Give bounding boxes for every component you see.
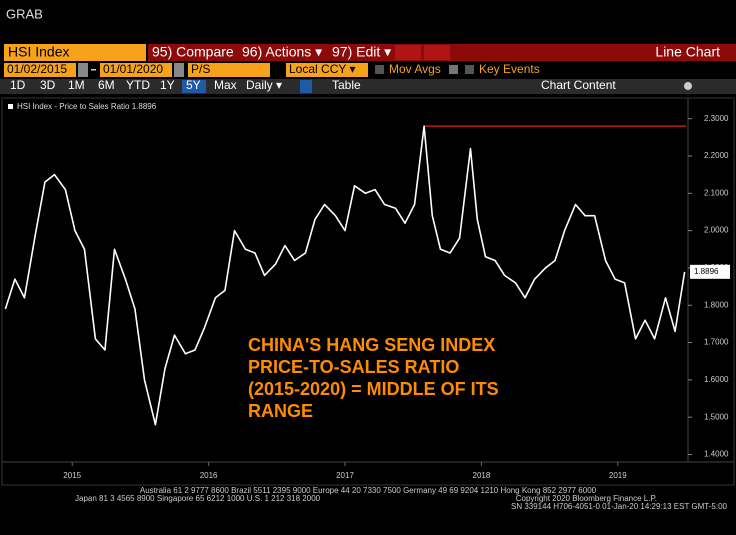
edit-button[interactable]: 97) Edit ▾ <box>332 44 391 60</box>
compare-button[interactable]: 95) Compare <box>152 44 234 60</box>
annotation: PRICE-TO-SALES RATIO <box>248 357 459 377</box>
y-tick-label: 1.8000 <box>704 300 729 309</box>
annotation: (2015-2020) = MIDDLE OF ITS <box>248 379 499 399</box>
y-tick-label: 1.6000 <box>704 375 729 384</box>
calendar-icon[interactable] <box>78 63 88 77</box>
legend-value: 1.8896 <box>132 102 157 111</box>
y-tick-label: 2.3000 <box>704 114 729 123</box>
checkbox[interactable] <box>375 65 384 74</box>
annotation: CHINA'S HANG SENG INDEX <box>248 335 495 355</box>
plot: 1.40001.50001.60001.70001.80001.90002.00… <box>4 114 730 480</box>
x-tick-label: 2019 <box>609 471 627 480</box>
key-events[interactable]: Key Events <box>479 62 540 76</box>
chart-frame <box>1 97 735 486</box>
range-button[interactable]: 6M <box>98 78 115 92</box>
y-tick-label: 1.5000 <box>704 412 729 421</box>
y-tick-label: 1.4000 <box>704 450 729 459</box>
app-name: GRAB <box>6 6 43 21</box>
footer-line: Copyright 2020 Bloomberg Finance L.P. <box>516 494 657 503</box>
settings-icon[interactable] <box>684 82 692 90</box>
mov-avgs[interactable]: Mov Avgs <box>389 62 441 76</box>
security[interactable]: HSI Index <box>8 44 69 60</box>
footer-line: Japan 81 3 4565 8900 Singapore 65 6212 1… <box>75 494 321 503</box>
range-button[interactable]: Max <box>214 78 237 92</box>
x-tick-label: 2017 <box>336 471 354 480</box>
pencil-icon[interactable] <box>449 65 458 74</box>
chart-kind: Line Chart <box>655 44 720 60</box>
field[interactable]: P/S <box>191 62 210 76</box>
currency-input[interactable] <box>286 63 368 77</box>
y-tick-label: 2.1000 <box>704 188 729 197</box>
y-tick-label: 2.0000 <box>704 226 729 235</box>
range-button[interactable]: 5Y <box>186 78 201 92</box>
start-date-field[interactable] <box>4 63 76 77</box>
y-tick-label: 1.7000 <box>704 338 729 347</box>
legend-swatch <box>8 104 13 109</box>
annotation: RANGE <box>248 401 313 421</box>
chart-content-button[interactable]: Chart Content <box>541 78 616 92</box>
series-line <box>4 125 686 426</box>
start-date[interactable]: 01/02/2015 <box>7 62 67 76</box>
y-tick-label: 2.2000 <box>704 151 729 160</box>
calendar-icon[interactable] <box>174 63 184 77</box>
end-date-field[interactable] <box>100 63 172 77</box>
footer-line: Australia 61 2 9777 8600 Brazil 5511 239… <box>140 486 597 495</box>
end-date[interactable]: 01/01/2020 <box>103 62 163 76</box>
legend-label: HSI Index - Price to Sales Ratio <box>17 102 130 111</box>
table-button[interactable]: Table <box>332 78 361 92</box>
field-input[interactable] <box>188 63 270 77</box>
legend: HSI Index - Price to Sales Ratio 1.8896 <box>17 102 157 111</box>
range-button[interactable]: YTD <box>126 78 150 92</box>
checkbox[interactable] <box>465 65 474 74</box>
currency[interactable]: Local CCY ▾ <box>289 62 356 76</box>
range-button[interactable]: Daily ▾ <box>246 78 282 92</box>
x-tick-label: 2015 <box>63 471 81 480</box>
ranges: 1D 3D 1M 6M YTD 1Y 5Y Max Daily ▾ <box>10 78 282 93</box>
chart-icon[interactable] <box>300 80 312 93</box>
range-button[interactable]: 3D <box>40 78 56 92</box>
x-tick-label: 2016 <box>200 471 218 480</box>
security-field[interactable] <box>4 44 146 61</box>
range-button[interactable]: 1M <box>68 78 85 92</box>
dislike-button[interactable] <box>424 45 450 60</box>
last-value-tag <box>690 264 730 279</box>
range-button[interactable]: 1D <box>10 78 26 92</box>
actions-button[interactable]: 96) Actions ▾ <box>242 44 322 60</box>
range-selected <box>182 80 206 93</box>
dash <box>91 69 96 71</box>
footer-line: SN 339144 H706-4051-0 01-Jan-20 14:29:13… <box>511 502 728 511</box>
range-button[interactable]: 1Y <box>160 78 175 92</box>
last-value-label: 1.8896 <box>694 267 719 276</box>
x-tick-label: 2018 <box>473 471 491 480</box>
like-button[interactable] <box>395 45 421 60</box>
